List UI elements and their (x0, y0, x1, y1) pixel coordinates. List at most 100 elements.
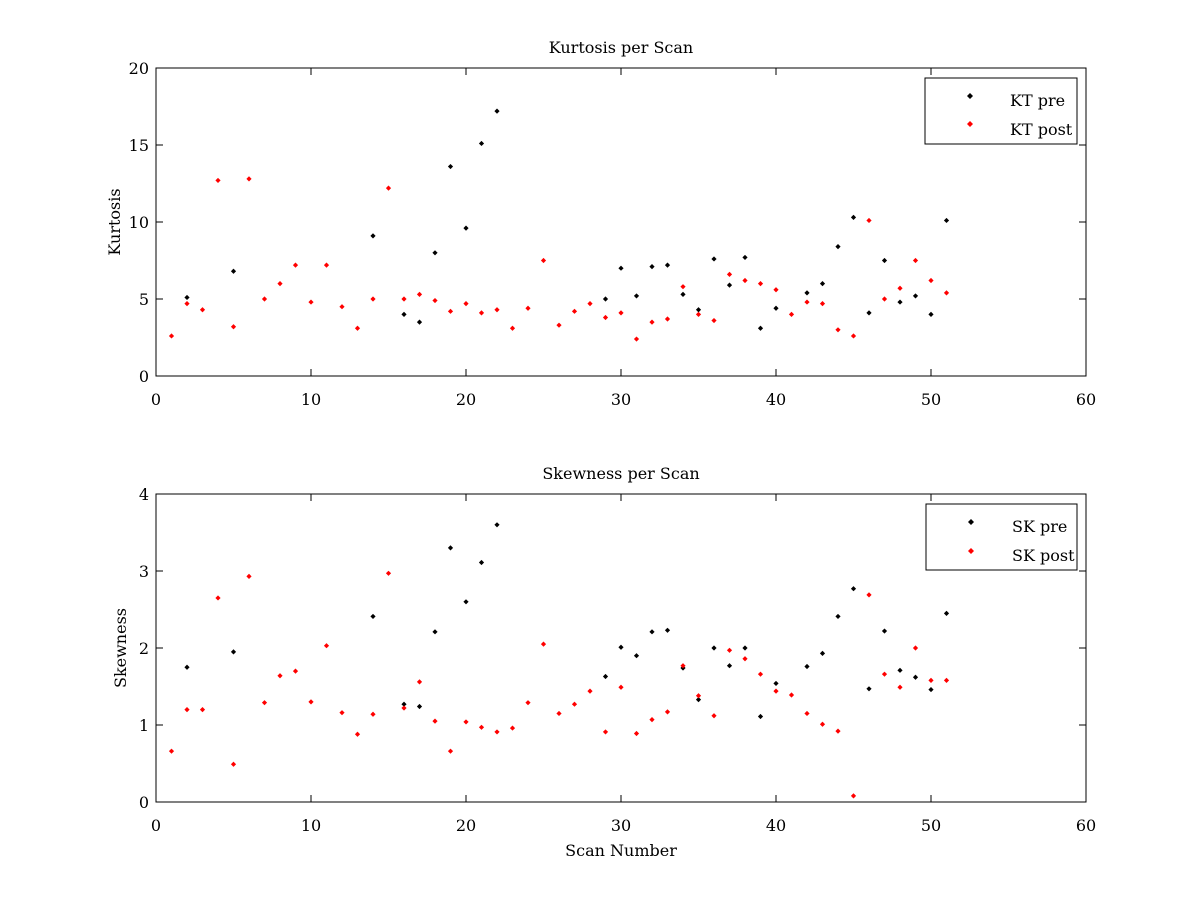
kurtosis-plot-frame (155, 67, 1087, 377)
point-sk-pre (897, 667, 903, 673)
point-sk-pre (819, 650, 826, 656)
point-kt-pre (773, 305, 779, 311)
point-sk-post (897, 684, 903, 690)
point-sk-pre (866, 686, 872, 692)
point-sk-pre (463, 599, 469, 605)
point-sk-post (540, 641, 547, 647)
point-sk-post (323, 643, 330, 649)
legend-marker-kt-pre (967, 93, 973, 99)
point-sk-pre (618, 644, 624, 650)
point-sk-post (866, 592, 872, 598)
kurtosis-x-tick-label: 60 (1076, 390, 1096, 409)
point-sk-post (215, 595, 221, 601)
point-sk-pre (835, 613, 841, 620)
point-kt-pre (881, 257, 888, 264)
point-sk-pre (602, 673, 609, 680)
point-sk-pre (695, 696, 702, 703)
point-sk-pre (757, 713, 764, 720)
point-sk-post (649, 717, 655, 723)
point-kt-post (432, 297, 438, 304)
point-sk-post (943, 677, 950, 683)
point-kt-pre (463, 225, 469, 231)
point-kt-post (819, 301, 826, 307)
point-kt-post (633, 336, 640, 342)
point-sk-post (509, 725, 516, 731)
kurtosis-title: Kurtosis per Scan (549, 38, 693, 57)
point-sk-pre (184, 664, 190, 670)
point-sk-post (447, 748, 454, 754)
point-kt-pre (912, 293, 919, 299)
skewness-x-tick-label: 40 (766, 816, 786, 835)
kurtosis-y-tick-label: 20 (129, 59, 149, 78)
kurtosis-panel: Kurtosis per Scan Kurtosis 0 10 20 30 40 50 60… (105, 38, 1096, 409)
point-kt-post (292, 262, 299, 268)
point-sk-post (463, 719, 469, 725)
point-kt-post (447, 308, 454, 314)
skewness-plot-frame (155, 493, 1087, 803)
point-kt-post (742, 277, 748, 284)
point-sk-post (804, 710, 810, 717)
point-kt-pre (850, 214, 857, 220)
point-kt-post (199, 307, 206, 313)
kurtosis-y-tick-label: 0 (139, 367, 149, 386)
skewness-panel: Skewness per Scan Skewness Scan Number 0… (111, 464, 1096, 860)
legend-marker-sk-pre (968, 519, 974, 525)
point-sk-pre (664, 627, 671, 633)
point-sk-post (912, 645, 919, 651)
point-kt-post (649, 319, 655, 325)
point-kt-pre (478, 140, 485, 147)
point-sk-pre (633, 653, 640, 659)
skewness-x-tick-label: 60 (1076, 816, 1096, 835)
point-kt-pre (184, 294, 190, 301)
skewness-title: Skewness per Scan (542, 464, 699, 483)
point-kt-post (277, 281, 283, 287)
point-kt-pre (432, 250, 438, 256)
point-kt-post (339, 304, 345, 310)
kurtosis-x-tick-label: 50 (921, 390, 941, 409)
skewness-ticks: 0 10 20 30 40 50 60 0 1 2 3 4 (139, 485, 1096, 835)
point-sk-post (757, 671, 764, 677)
point-sk-post (618, 684, 624, 690)
point-sk-post (308, 699, 314, 705)
point-kt-pre (928, 311, 934, 317)
skewness-marks (168, 522, 950, 799)
point-kt-pre (633, 293, 640, 299)
point-kt-post (804, 299, 810, 305)
point-sk-pre (881, 628, 888, 634)
point-kt-pre (416, 319, 423, 325)
point-sk-pre (230, 649, 237, 655)
point-sk-post (695, 693, 702, 699)
point-sk-post (246, 573, 252, 579)
point-sk-post (556, 710, 562, 717)
point-kt-post (416, 291, 423, 297)
point-sk-pre (478, 559, 485, 566)
point-sk-pre (773, 680, 779, 687)
point-kt-pre (804, 290, 810, 296)
legend-label-kt-post: KT post (1010, 120, 1073, 139)
point-kt-post (261, 296, 268, 302)
point-sk-post (928, 677, 934, 683)
point-kt-pre (866, 310, 872, 316)
point-kt-pre (370, 233, 376, 239)
point-kt-post (230, 324, 237, 330)
point-sk-pre (912, 674, 919, 680)
point-kt-post (912, 257, 919, 264)
kurtosis-x-tick-label: 40 (766, 390, 786, 409)
kurtosis-y-tick-label: 10 (129, 213, 149, 232)
point-sk-post (525, 700, 531, 706)
point-kt-post (323, 262, 330, 268)
point-sk-post (432, 718, 438, 724)
point-kt-post (602, 314, 609, 321)
point-sk-pre (494, 522, 500, 528)
point-kt-pre (494, 108, 500, 114)
point-sk-post (850, 793, 857, 799)
point-kt-post (184, 301, 190, 307)
skewness-x-tick-label: 0 (151, 816, 161, 835)
skewness-y-tick-label: 4 (139, 485, 149, 504)
point-kt-post (773, 287, 779, 293)
point-sk-post (711, 713, 717, 719)
point-sk-post (261, 700, 268, 706)
point-kt-pre (742, 254, 748, 261)
